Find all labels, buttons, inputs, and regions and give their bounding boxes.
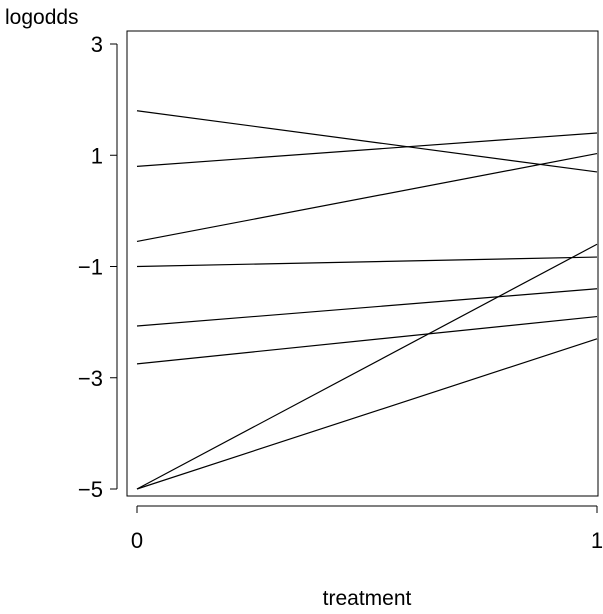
series-line-6 <box>136 315 598 365</box>
y-axis-title: logodds <box>5 6 79 29</box>
series-line-4 <box>136 256 598 268</box>
x-tick-label: 1 <box>591 528 603 553</box>
series-line-1 <box>136 110 598 173</box>
plot-frame <box>126 30 599 497</box>
series-line-3 <box>136 152 598 243</box>
y-tick-label: −5 <box>78 477 103 502</box>
series-line-5 <box>136 288 598 327</box>
series-line-7 <box>136 243 598 490</box>
y-tick-label: −3 <box>78 366 103 391</box>
y-tick-label: 1 <box>91 143 103 168</box>
x-axis-title: treatment <box>323 587 412 609</box>
series-layer <box>136 110 598 490</box>
y-axis: 3 1 −1 −3 −5 <box>78 32 118 502</box>
series-line-2 <box>136 132 598 167</box>
y-tick-label: −1 <box>78 255 103 280</box>
x-tick-label: 0 <box>131 528 143 553</box>
series-line-8 <box>136 338 598 490</box>
y-tick-label: 3 <box>91 32 103 57</box>
